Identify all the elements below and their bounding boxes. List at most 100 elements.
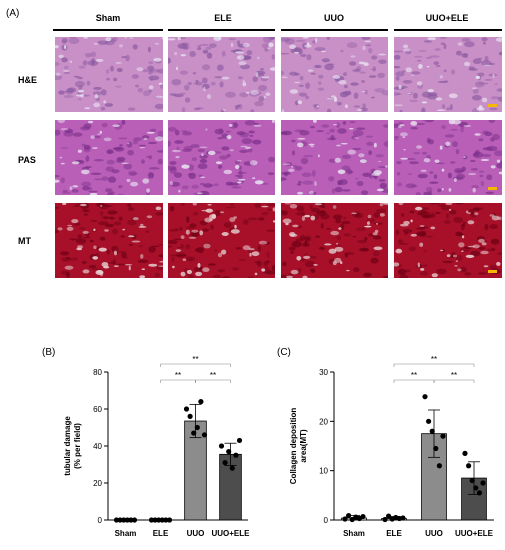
data-point	[346, 512, 352, 519]
scale-bar	[488, 187, 497, 190]
data-point	[191, 430, 197, 436]
data-point	[201, 432, 208, 438]
y-tick-label: 0	[98, 516, 103, 525]
y-tick-label: 10	[319, 467, 328, 476]
data-point	[187, 413, 193, 419]
histology-tile-pas-3	[281, 120, 388, 195]
y-axis-label: area(MT)	[299, 429, 308, 463]
data-point	[229, 465, 235, 471]
histology-tile-he-4	[394, 37, 502, 112]
data-point	[433, 445, 439, 452]
data-point	[121, 517, 127, 523]
data-point	[156, 517, 162, 523]
data-point	[222, 460, 228, 466]
significance-label: **	[431, 355, 437, 364]
column-rule-sham	[53, 29, 163, 31]
y-tick-label: 20	[319, 417, 328, 426]
y-tick-label: 40	[93, 442, 102, 451]
y-axis-label: tubular damage	[63, 416, 72, 476]
category-label: UUO+ELE	[455, 529, 494, 538]
y-tick-label: 60	[93, 405, 102, 414]
histology-tile-he-2	[168, 37, 275, 112]
column-label-uuo: UUO	[324, 13, 344, 23]
data-point	[473, 485, 479, 491]
data-point	[436, 463, 442, 469]
category-label: Sham	[343, 529, 365, 538]
histology-tile-pas-1	[55, 120, 163, 195]
significance-label: **	[175, 371, 181, 380]
histology-tile-mt-4	[394, 203, 502, 278]
data-point	[218, 443, 225, 449]
column-label-sham: Sham	[95, 13, 121, 23]
panel-c-label: (C)	[277, 347, 291, 358]
histology-tile-mt-2	[168, 203, 275, 278]
category-label: ELE	[386, 529, 402, 538]
data-point	[480, 480, 486, 486]
data-point	[360, 513, 366, 520]
histology-tile-pas-2	[168, 120, 275, 195]
significance-label: **	[210, 371, 216, 380]
panel-a-label: (A)	[6, 8, 20, 19]
data-point	[236, 437, 243, 444]
data-point	[124, 517, 130, 523]
data-point	[131, 517, 138, 523]
scale-bar	[488, 104, 497, 107]
column-rule-ele	[168, 29, 275, 31]
category-label: UUO	[425, 529, 443, 538]
data-point	[194, 424, 200, 431]
data-point	[462, 450, 468, 456]
row-label-mt: MT	[18, 236, 31, 246]
data-point	[386, 513, 392, 519]
data-point	[148, 517, 155, 523]
y-tick-label: 0	[324, 516, 329, 525]
data-point	[342, 516, 348, 522]
histology-tile-pas-4	[394, 120, 502, 195]
scale-bar	[488, 270, 497, 273]
data-point	[152, 517, 158, 523]
category-label: UUO+ELE	[211, 529, 250, 538]
data-point	[183, 406, 190, 412]
histology-tile-mt-3	[281, 203, 388, 278]
histology-tile-he-1	[55, 37, 163, 112]
y-tick-label: 30	[319, 368, 328, 377]
column-label-ele: ELE	[214, 13, 232, 23]
row-label-pas: PAS	[18, 155, 36, 165]
data-point	[476, 490, 482, 496]
data-point	[400, 515, 406, 521]
significance-label: **	[451, 371, 457, 380]
significance-label: **	[192, 355, 198, 364]
data-point	[429, 428, 435, 434]
category-label: Sham	[115, 529, 137, 538]
data-point	[440, 433, 446, 439]
panel-b-label: (B)	[42, 347, 56, 358]
column-rule-uuo	[281, 29, 388, 31]
data-point	[233, 452, 239, 458]
row-label-he: H&E	[18, 75, 38, 85]
data-point	[198, 399, 204, 405]
column-label-uuo-ele: UUO+ELE	[425, 13, 469, 23]
y-tick-label: 20	[93, 479, 102, 488]
data-point	[163, 517, 169, 523]
data-point	[166, 517, 173, 523]
category-label: ELE	[153, 529, 169, 538]
y-axis-label: Collagen deposition	[289, 408, 298, 485]
column-rule-uuo-ele	[394, 29, 502, 31]
y-axis-label: (% per field)	[73, 423, 82, 469]
data-point	[422, 394, 428, 400]
tubular-damage-chart: 0 20 40 60 80 tubular damage (% per field) Sham…	[63, 355, 250, 538]
collagen-deposition-chart: 0 10 20 30 Collagen deposition area(MT) Sham EL…	[289, 355, 494, 538]
data-point	[382, 516, 388, 523]
data-point	[113, 517, 120, 523]
histology-tile-mt-1	[55, 203, 163, 278]
data-point	[128, 517, 134, 523]
data-point	[117, 517, 123, 523]
y-tick-label: 80	[93, 368, 102, 377]
histology-tile-he-3	[281, 37, 388, 112]
data-point	[426, 418, 432, 424]
data-point	[466, 463, 472, 469]
data-point	[159, 517, 165, 523]
data-point	[226, 448, 232, 455]
data-point	[469, 477, 475, 484]
significance-label: **	[411, 371, 417, 380]
category-label: UUO	[187, 529, 205, 538]
